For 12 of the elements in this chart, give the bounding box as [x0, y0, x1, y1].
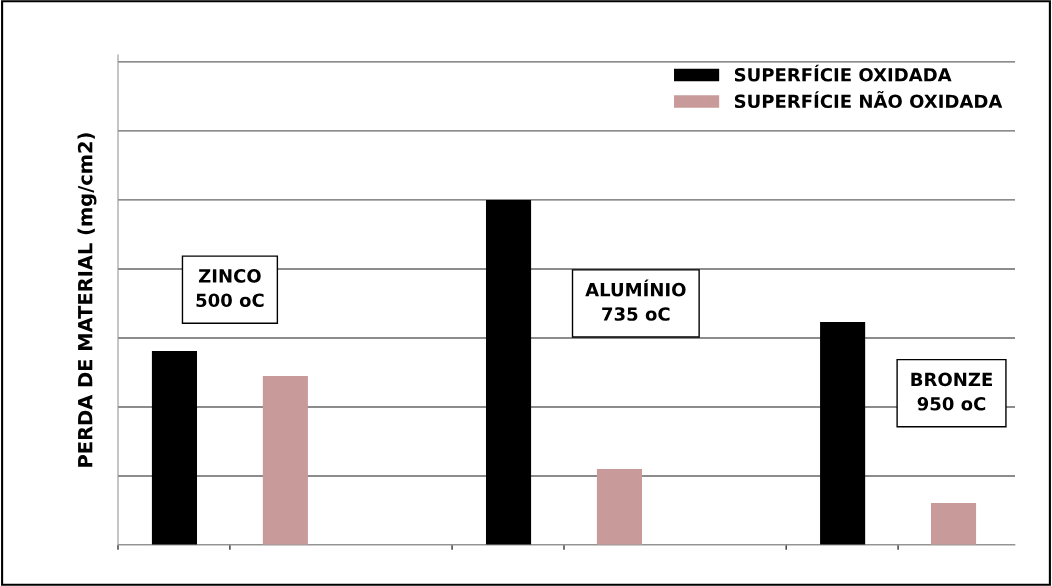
bar	[820, 322, 866, 545]
legend-label: SUPERFÍCIE OXIDADA	[734, 64, 952, 82]
legend-label: SUPERFÍCIE NÃO OXIDADA	[734, 90, 1003, 109]
bar	[151, 351, 198, 545]
bar	[596, 469, 642, 545]
annotation: BRONZE 950 oC	[911, 372, 992, 411]
y-axis-title: PERDA DE MATERIAL (mg/cm2)	[77, 133, 97, 467]
bar	[485, 199, 532, 545]
bar	[930, 502, 977, 545]
annotation: ALUMÍNIO 735 oC	[585, 279, 686, 321]
bar	[262, 375, 308, 545]
annotation: ZINCO 500 oC	[196, 269, 264, 308]
